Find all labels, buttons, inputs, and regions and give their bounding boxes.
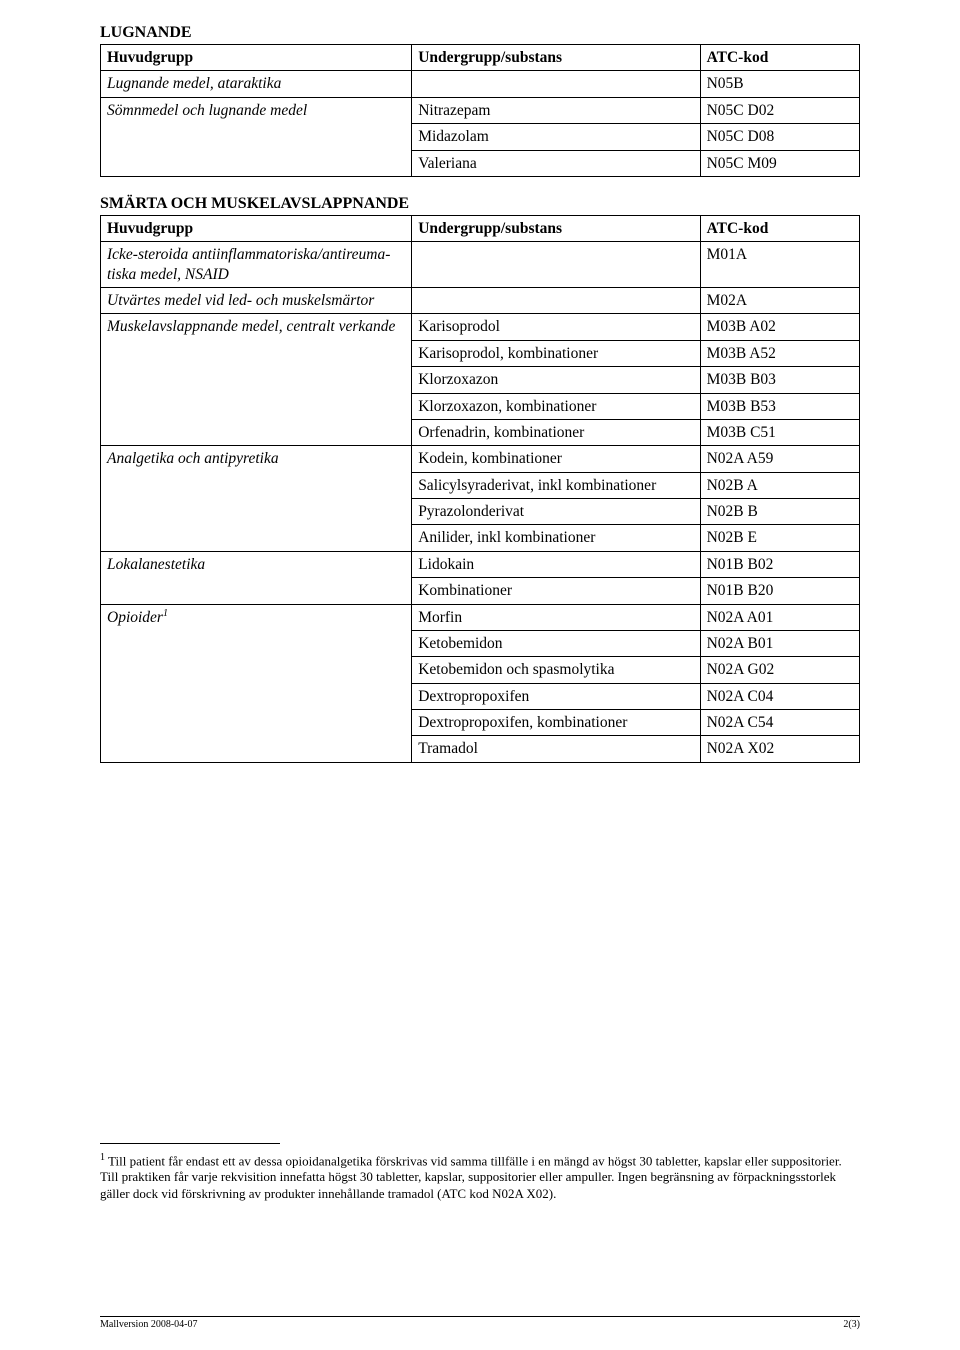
cell: M03B B53: [700, 393, 859, 419]
cell: [412, 242, 700, 288]
cell: [412, 71, 700, 97]
footnote-separator: [100, 1143, 280, 1144]
cell: Karisoprodol: [412, 314, 700, 340]
table-row: Muskelavslappnande medel, centralt verka…: [101, 314, 860, 340]
cell: Kodein, kombinationer: [412, 446, 700, 472]
spacer: [100, 177, 860, 191]
cell: Tramadol: [412, 736, 700, 762]
cell: N02A B01: [700, 630, 859, 656]
table-row: Lugnande medel, ataraktika N05B: [101, 71, 860, 97]
cell: N02A C04: [700, 683, 859, 709]
table-row: Opioider1 Morfin N02A A01: [101, 604, 860, 630]
cell: Nitrazepam: [412, 97, 700, 123]
cell: Ketobemidon: [412, 630, 700, 656]
page: LUGNANDE Huvudgrupp Undergrupp/substans …: [0, 0, 960, 1350]
table-lugnande: Huvudgrupp Undergrupp/substans ATC-kod L…: [100, 44, 860, 177]
col-header: Undergrupp/substans: [412, 45, 700, 71]
footer-left: Mallversion 2008-04-07: [100, 1319, 198, 1330]
col-header: ATC-kod: [700, 45, 859, 71]
cell: Muskelavslappnande medel, centralt verka…: [101, 314, 412, 446]
cell: N02B E: [700, 525, 859, 551]
cell: N02B A: [700, 472, 859, 498]
cell-opioider: Opioider1: [101, 604, 412, 762]
cell: [412, 288, 700, 314]
cell: N01B B02: [700, 551, 859, 577]
table-smarta: Huvudgrupp Undergrupp/substans ATC-kod I…: [100, 215, 860, 763]
cell: Icke-steroida antiinflammatoriska/antire…: [101, 242, 412, 288]
cell: Valeriana: [412, 150, 700, 176]
cell: M03B B03: [700, 367, 859, 393]
cell: Analgetika och antipyretika: [101, 446, 412, 552]
cell: N05C M09: [700, 150, 859, 176]
cell: N05C D08: [700, 124, 859, 150]
col-header: Huvudgrupp: [101, 45, 412, 71]
table-row: Lokalanestetika Lidokain N01B B02: [101, 551, 860, 577]
cell: Dextropropoxifen, kombinationer: [412, 710, 700, 736]
cell: N02A G02: [700, 657, 859, 683]
cell: Pyrazolonderivat: [412, 499, 700, 525]
table-row: Analgetika och antipyretika Kodein, komb…: [101, 446, 860, 472]
table-header-row: Huvudgrupp Undergrupp/substans ATC-kod: [101, 45, 860, 71]
cell: Lidokain: [412, 551, 700, 577]
cell: Klorzoxazon: [412, 367, 700, 393]
table-row: Utvärtes medel vid led- och muskelsmärto…: [101, 288, 860, 314]
cell: Kombinationer: [412, 578, 700, 604]
cell: N05B: [700, 71, 859, 97]
footnote-text: Till patient får endast ett av dessa opi…: [100, 1153, 842, 1201]
footer-right: 2(3): [843, 1319, 860, 1330]
footnote: 1 Till patient får endast ett av dessa o…: [100, 1152, 860, 1202]
section2-title: SMÄRTA OCH MUSKELAVSLAPPNANDE: [100, 195, 860, 213]
table-header-row: Huvudgrupp Undergrupp/substans ATC-kod: [101, 215, 860, 241]
col-header: Undergrupp/substans: [412, 215, 700, 241]
section1-title: LUGNANDE: [100, 24, 860, 42]
cell-text: Opioider: [107, 609, 163, 626]
cell: Lugnande medel, ataraktika: [101, 71, 412, 97]
cell: M03B A02: [700, 314, 859, 340]
cell: Salicylsyraderivat, inkl kombinationer: [412, 472, 700, 498]
cell: N02A A59: [700, 446, 859, 472]
cell: Anilider, inkl kombinationer: [412, 525, 700, 551]
cell: Klorzoxazon, kombinationer: [412, 393, 700, 419]
cell: N02A A01: [700, 604, 859, 630]
cell: M03B A52: [700, 340, 859, 366]
cell: N02B B: [700, 499, 859, 525]
page-footer: Mallversion 2008-04-07 2(3): [100, 1316, 860, 1330]
table-row: Sömnmedel och lugnande medel Nitrazepam …: [101, 97, 860, 123]
cell: Sömnmedel och lugnande medel: [101, 97, 412, 176]
col-header: ATC-kod: [700, 215, 859, 241]
cell: M01A: [700, 242, 859, 288]
cell: N02A C54: [700, 710, 859, 736]
cell: Dextropropoxifen: [412, 683, 700, 709]
cell: N05C D02: [700, 97, 859, 123]
cell: Morfin: [412, 604, 700, 630]
cell: Karisoprodol, kombinationer: [412, 340, 700, 366]
cell: N02A X02: [700, 736, 859, 762]
cell: Orfenadrin, kombinationer: [412, 419, 700, 445]
footnote-marker: 1: [163, 608, 168, 619]
cell: M02A: [700, 288, 859, 314]
table-row: Icke-steroida antiinflammatoriska/antire…: [101, 242, 860, 288]
cell: Ketobemidon och spasmolytika: [412, 657, 700, 683]
cell: Utvärtes medel vid led- och muskelsmärto…: [101, 288, 412, 314]
cell: N01B B20: [700, 578, 859, 604]
cell: M03B C51: [700, 419, 859, 445]
col-header: Huvudgrupp: [101, 215, 412, 241]
cell: Midazolam: [412, 124, 700, 150]
cell: Lokalanestetika: [101, 551, 412, 604]
